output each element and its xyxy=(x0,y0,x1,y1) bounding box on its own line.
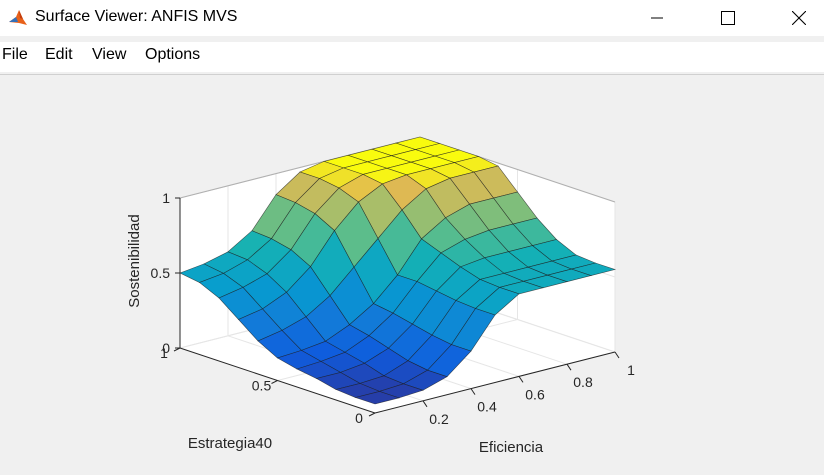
title-bar: Surface Viewer: ANFIS MVS xyxy=(0,0,824,36)
z-axis-label: Sostenibilidad xyxy=(126,214,143,307)
menu-view[interactable]: View xyxy=(92,46,127,63)
menu-file[interactable]: File xyxy=(2,46,28,63)
menu-bar: File Edit View Options xyxy=(0,42,824,72)
plot-area: 0.2 0.4 0.6 0.8 1 0 0.5 1 0 0.5 1 Eficiencia Estra… xyxy=(0,75,824,470)
x-tick-label: 0.6 xyxy=(525,386,545,402)
menu-edit[interactable]: Edit xyxy=(45,46,73,63)
y-tick xyxy=(271,380,278,384)
x-tick xyxy=(422,400,428,408)
maximize-icon xyxy=(721,11,735,25)
x-tick-label: 0.4 xyxy=(477,399,497,415)
window-title: Surface Viewer: ANFIS MVS xyxy=(35,8,238,25)
x-tick-label: 1 xyxy=(627,362,635,378)
x-tick xyxy=(518,376,524,383)
y-tick-label: 0 xyxy=(355,410,363,426)
close-button[interactable] xyxy=(776,0,822,36)
minimize-button[interactable] xyxy=(634,0,680,36)
x-tick xyxy=(614,351,620,359)
x-tick-label: 0.8 xyxy=(573,374,593,390)
x-axis-label: Eficiencia xyxy=(479,439,544,456)
x-tick xyxy=(566,363,572,371)
y-axis-label: Estrategia40 xyxy=(188,435,272,452)
surface-face xyxy=(354,391,401,405)
close-icon xyxy=(792,11,806,25)
matlab-icon xyxy=(7,7,29,29)
z-tick-label: 0 xyxy=(162,340,170,356)
z-tick-label: 1 xyxy=(162,190,170,206)
maximize-button[interactable] xyxy=(705,0,751,36)
x-axis-line xyxy=(374,351,616,414)
menu-options[interactable]: Options xyxy=(145,46,201,63)
y-tick xyxy=(368,412,376,417)
x-tick xyxy=(470,388,476,395)
x-tick-label: 0.2 xyxy=(429,411,449,427)
menu-divider xyxy=(0,74,824,75)
y-tick-label: 0.5 xyxy=(252,378,272,394)
z-tick-label: 0.5 xyxy=(151,265,171,281)
minimize-icon xyxy=(651,17,663,19)
surface-mesh xyxy=(179,136,617,405)
y-tick-label: 1 xyxy=(160,345,168,361)
